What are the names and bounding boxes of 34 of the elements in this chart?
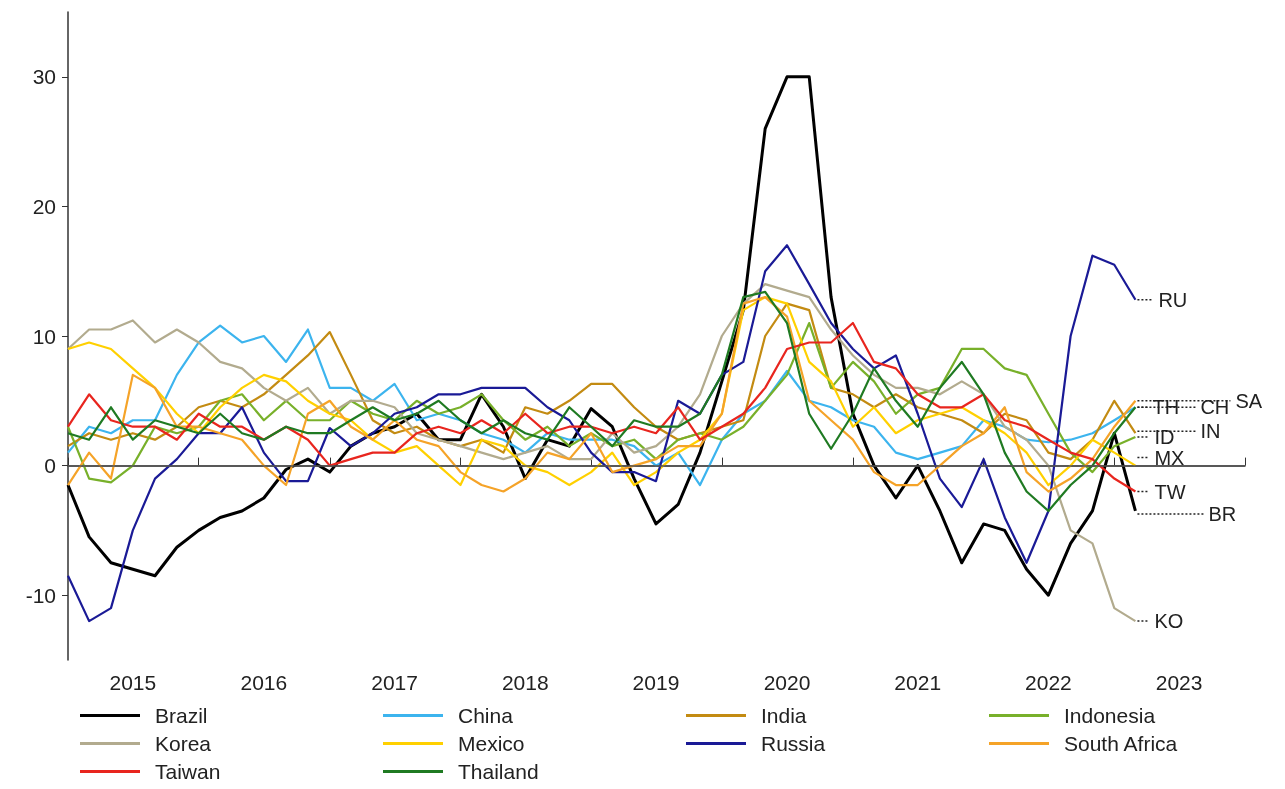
y-tick-label: 30 (32, 65, 56, 89)
x-tick-label: 2023 (1155, 671, 1203, 694)
legend-label: China (458, 704, 514, 727)
x-tick-label: 2018 (501, 671, 549, 694)
annotation: KO (1154, 610, 1184, 633)
legend-label: Brazil (155, 704, 208, 727)
legend-label: Russia (761, 732, 826, 755)
x-tick-label: 2022 (1025, 671, 1072, 694)
line-series (66, 302, 1137, 461)
x-tick-label: 2019 (632, 671, 680, 694)
x-tick-label: 2017 (371, 671, 418, 694)
x-tick-label: 2021 (894, 671, 942, 694)
legend-label: Thailand (458, 760, 539, 783)
x-tick-label: 2016 (240, 671, 288, 694)
annotation: TW (1154, 480, 1186, 503)
annotation: MX (1154, 446, 1185, 469)
annotation: CH (1200, 396, 1230, 419)
legend-label: Indonesia (1064, 704, 1156, 727)
x-tick-label: 2015 (109, 671, 157, 694)
y-tick-label: 0 (44, 454, 56, 478)
annotation: RU (1158, 288, 1188, 311)
legend-label: South Africa (1064, 732, 1178, 755)
legend-label: India (761, 704, 807, 727)
legend-label: Taiwan (155, 760, 221, 783)
annotation: ID (1154, 426, 1175, 449)
legend-label: Mexico (458, 732, 525, 755)
y-tick-label: 10 (32, 324, 56, 348)
annotation: SA (1235, 389, 1263, 412)
x-tick-label: 2020 (763, 671, 811, 694)
annotation: BR (1208, 502, 1237, 525)
legend-label: Korea (155, 732, 212, 755)
y-tick-label: -10 (25, 583, 56, 607)
y-tick-label: 20 (32, 194, 56, 218)
annotation: IN (1200, 420, 1221, 443)
